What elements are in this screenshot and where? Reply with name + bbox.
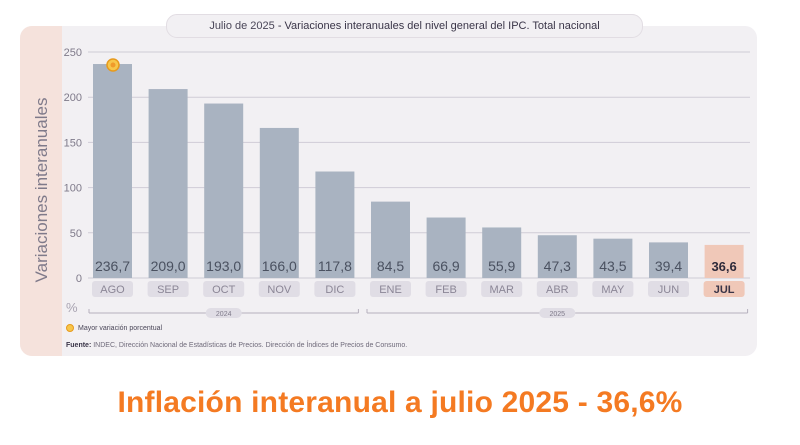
category-pill [648,281,689,297]
x-tick-label: NOV [267,284,292,296]
y-tick-label: 150 [64,137,82,149]
x-tick-label: DIC [325,284,344,296]
category-pill [481,281,523,297]
x-tick-label: FEB [435,284,456,296]
bar [704,244,744,278]
chart-title-text: - Variaciones interanuales del nivel gen… [274,20,600,32]
legend: Mayor variación porcentual [66,324,162,332]
bar-value-label: 209,0 [151,258,186,274]
x-tick-label: OCT [212,284,236,296]
bar [204,103,244,278]
y-tick-label: 200 [64,92,82,104]
bar-value-label: 166,0 [262,258,297,274]
chart-title-date: Julio de 2025 [209,20,275,32]
category-pill [425,281,467,297]
bar [315,171,355,278]
category-pill [258,281,300,297]
max-marker-legend-icon [66,324,74,332]
source-text: INDEC, Dirección Nacional de Estadística… [91,342,408,349]
x-tick-label: MAR [489,284,514,296]
bar-value-label: 39,4 [655,258,682,274]
bar-value-label: 193,0 [206,258,241,274]
year-pill [205,308,242,318]
y-axis-band [20,26,62,356]
chart-title: Julio de 2025 - Variaciones interanuales… [166,14,643,38]
year-pill [539,308,576,318]
year-label: 2025 [550,311,566,318]
bar-value-label: 66,9 [432,258,459,274]
category-pill [92,281,133,297]
bar-value-label: 43,5 [599,258,626,274]
bar [259,127,299,278]
bar [537,235,577,278]
x-tick-label: ABR [546,284,569,296]
year-label: 2024 [216,311,232,318]
x-tick-label: SEP [157,284,179,296]
category-pill [147,281,189,297]
category-pill [203,281,245,297]
x-tick-label: AGO [100,284,125,296]
bar-value-label: 84,5 [377,258,404,274]
source-note: Fuente: INDEC, Dirección Nacional de Est… [66,342,407,349]
chart-card [20,26,757,356]
bar [93,64,132,279]
headline: Inflación interanual a julio 2025 - 36,6… [117,386,683,419]
bar-value-label: 236,7 [95,258,130,274]
x-tick-label: ENE [379,284,402,296]
source-label: Fuente: [66,342,92,349]
bar-value-label: 55,9 [488,258,515,274]
y-unit-label: % [66,300,78,315]
category-pill [370,281,411,297]
bar [371,201,410,278]
y-tick-label: 100 [64,183,82,195]
bar [426,217,466,278]
bar-value-label: 117,8 [318,258,352,274]
max-marker-center [110,62,116,68]
y-tick-label: 50 [70,228,82,240]
category-pill [536,281,578,297]
bar [593,238,633,278]
bar [649,242,688,278]
x-tick-label: MAY [601,284,625,296]
category-pill [592,281,634,297]
bar-value-label: 47,3 [544,258,571,274]
x-tick-label: JUN [658,284,679,296]
bar [482,227,522,278]
x-tick-label: JUL [714,284,735,296]
category-pill [314,281,356,297]
y-tick-label: 250 [64,47,82,59]
legend-label: Mayor variación porcentual [78,324,163,332]
category-pill [703,281,745,297]
bar [148,89,188,279]
y-tick-label: 0 [76,273,82,285]
bar-value-label: 36,6 [711,259,736,274]
